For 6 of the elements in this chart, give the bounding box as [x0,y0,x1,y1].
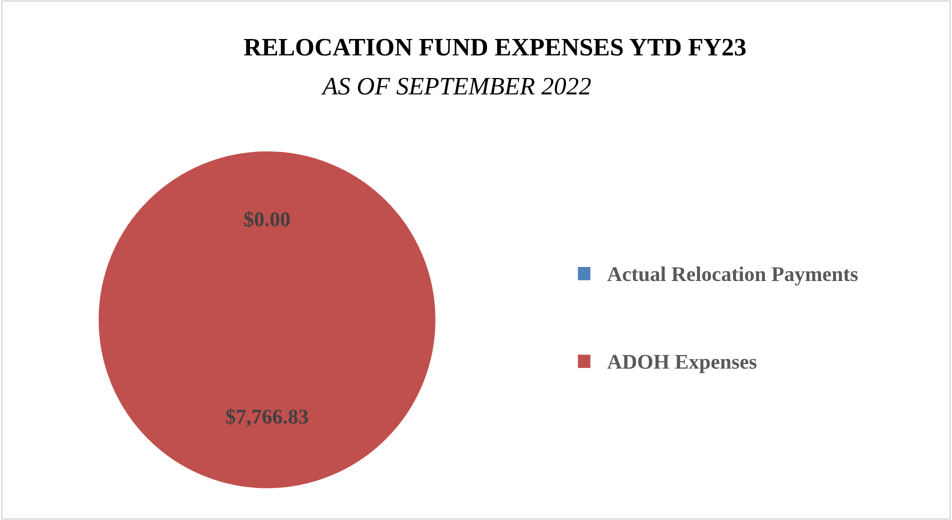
data-label: $7,766.83 [226,408,308,427]
chart-subtitle: AS OF SEPTEMBER 2022 [321,78,591,95]
text: $0.00 [244,211,290,228]
chart-title: RELOCATION FUND EXPENSES YTD FY23 [244,38,746,56]
legend-label: ADOH Expenses [607,354,756,374]
legend-label: Actual Relocation Payments [607,266,858,286]
